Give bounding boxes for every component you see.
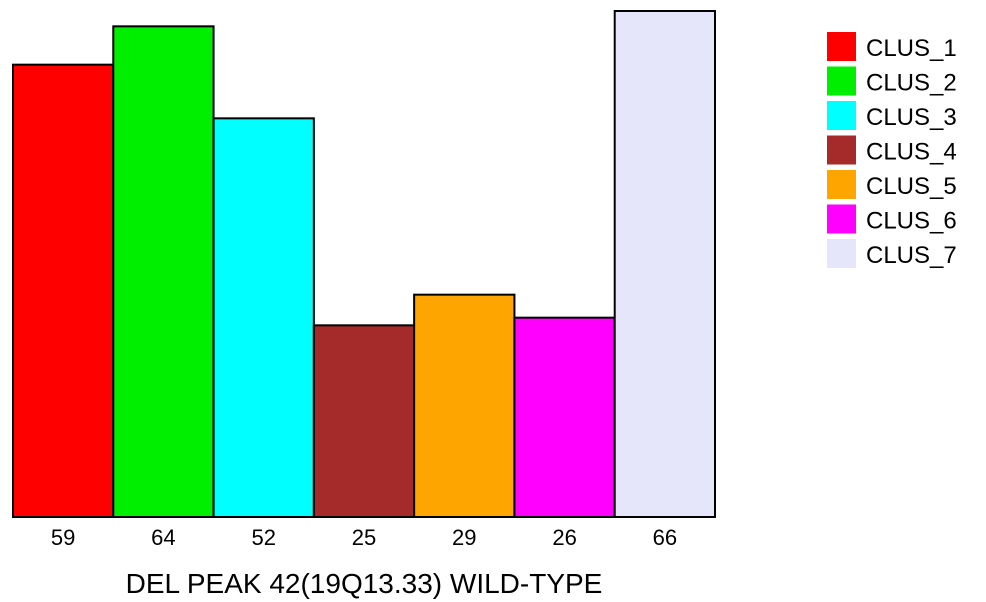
legend-label: CLUS_2	[866, 70, 957, 97]
bar-count-label: 64	[151, 525, 175, 550]
bar-clus-5	[413, 293, 516, 518]
legend-label: CLUS_4	[866, 139, 957, 166]
bar-count-label: 25	[352, 525, 376, 550]
legend-swatch	[827, 170, 856, 199]
bar-count-label: 29	[452, 525, 476, 550]
legend-swatch	[827, 101, 856, 130]
legend-swatch	[827, 204, 856, 234]
bars-group	[12, 10, 717, 519]
legend-label: CLUS_7	[866, 242, 957, 269]
legend: CLUS_1 CLUS_2 CLUS_3 CLUS_4 CLUS_5 CLUS_6 CLUS…	[827, 32, 957, 269]
legend-label: CLUS_6	[866, 208, 957, 235]
legend-label: CLUS_1	[866, 35, 957, 62]
legend-label: CLUS_5	[866, 173, 957, 200]
bar-clus-1	[12, 63, 115, 519]
bar-clus-2	[112, 25, 215, 518]
bar-clus-7	[613, 10, 717, 518]
bar-clus-4	[312, 324, 416, 519]
bar-count-label: 26	[552, 525, 576, 550]
legend-swatch	[827, 66, 856, 96]
legend-swatch	[827, 239, 856, 268]
bar-clus-6	[513, 316, 616, 518]
bar-count-label: 52	[251, 525, 275, 550]
bar-clus-3	[212, 117, 315, 518]
x-tick-labels: 59 64 52 25 29 26 66	[51, 525, 677, 550]
x-axis-title: DEL PEAK 42(19Q13.33) WILD-TYPE	[126, 568, 603, 599]
legend-swatch	[827, 135, 856, 165]
bar-count-label: 66	[653, 525, 677, 550]
bar-count-label: 59	[51, 525, 75, 550]
legend-swatch	[827, 32, 856, 61]
legend-label: CLUS_3	[866, 104, 957, 131]
